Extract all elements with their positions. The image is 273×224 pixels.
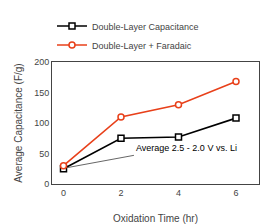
svg-text:150: 150 [34, 88, 49, 98]
svg-text:200: 200 [34, 57, 49, 67]
svg-text:6: 6 [233, 188, 238, 198]
svg-text:4: 4 [176, 188, 181, 198]
svg-text:2: 2 [118, 188, 123, 198]
svg-text:Average 2.5 - 2.0 V vs. Li: Average 2.5 - 2.0 V vs. Li [136, 143, 237, 153]
svg-text:Oxidation Time (hr): Oxidation Time (hr) [113, 213, 198, 224]
svg-text:0: 0 [61, 188, 66, 198]
svg-text:Average Capacitance (F/g): Average Capacitance (F/g) [13, 63, 24, 182]
svg-text:50: 50 [39, 149, 49, 159]
svg-text:Double-Layer + Faradaic: Double-Layer + Faradaic [92, 41, 192, 51]
svg-text:100: 100 [34, 118, 49, 128]
svg-text:Double-Layer Capacitance: Double-Layer Capacitance [92, 22, 199, 32]
svg-text:0: 0 [44, 179, 49, 189]
